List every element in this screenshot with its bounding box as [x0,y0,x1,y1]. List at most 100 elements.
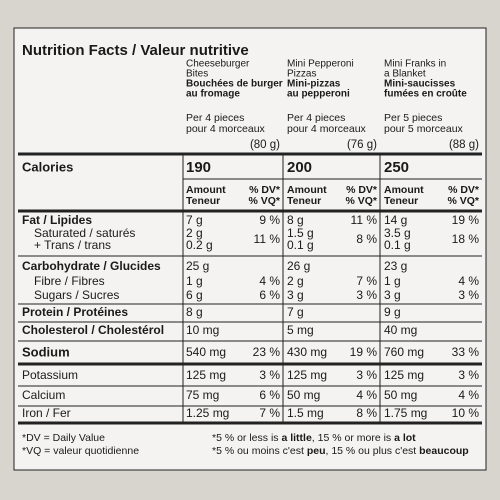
product-name-fr: fumées en croûte [384,89,467,100]
amount: 8 g [186,305,203,319]
daily-value: 4 % [356,388,377,402]
product-name: Pizzas [287,69,316,80]
daily-value: 8 % [356,406,377,420]
nutrient-label: Protein / Protéines [22,305,128,319]
nutrient-label: Potassium [22,368,78,382]
daily-value: 6 % [259,288,280,302]
amount: 3 g [384,288,401,302]
amount: 1.25 mg [186,406,229,420]
serving-size: (76 g) [347,139,377,151]
daily-value: 3 % [458,368,479,382]
daily-value: 4 % [259,274,280,288]
amount: 1.75 mg [384,406,427,420]
product-name: Cheeseburger [186,59,250,70]
amount: 75 mg [186,388,219,402]
nutrient-label: Sugars / Sucres [34,288,119,302]
nutrient-label: + Trans / trans [34,238,111,252]
amount-header: Teneur [384,195,418,207]
nutrient-label: Calcium [22,388,65,402]
daily-value: 33 % [452,345,480,359]
product-name: Bites [186,69,208,80]
footnote: *5 % or less is a little, 15 % or more i… [212,432,416,444]
amount: 430 mg [287,345,327,359]
footnote: *DV = Daily Value [22,432,105,444]
footnote-part: *5 % ou moins c'est [212,445,307,457]
footnote-part: , 15 % ou plus c'est [325,445,419,457]
product-name: Mini Franks in [384,59,446,70]
daily-value: 7 % [259,406,280,420]
label-panel [13,27,487,471]
title: Nutrition Facts / Valeur nutritive [22,42,249,59]
amount: 2 g [186,226,203,240]
serving: Per 4 pieces [287,112,345,124]
daily-value: 3 % [259,368,280,382]
dv-header: % DV* [249,184,281,196]
product-name-fr: Mini-saucisses [384,79,456,90]
nutrient-label: Iron / Fer [22,406,71,420]
footnote-part: peu [307,445,326,457]
product-name-fr: Bouchées de burger [186,79,283,90]
amount: 0.2 g [186,238,213,252]
amount-header: Amount [186,184,226,196]
amount: 125 mg [287,368,327,382]
daily-value: 4 % [458,388,479,402]
amount-header: Amount [287,184,327,196]
amount: 1 g [384,274,401,288]
amount: 14 g [384,213,407,227]
daily-value: 18 % [452,232,480,246]
daily-value: 11 % [351,213,378,227]
nutrient-label: Sodium [22,344,70,359]
calories-value: 190 [186,159,211,176]
serving-size: (88 g) [449,139,479,151]
dv-header: % VQ* [447,195,479,207]
daily-value: 4 % [458,274,479,288]
product-name-fr: Mini-pizzas [287,79,341,90]
amount: 125 mg [186,368,226,382]
amount: 26 g [287,259,310,273]
calories-value: 200 [287,159,312,176]
footnote-part: , 15 % or more is [312,432,394,444]
serving: Per 5 pieces [384,112,442,124]
serving: pour 5 morceaux [384,123,464,135]
amount: 7 g [287,305,304,319]
amount-header: Amount [384,184,424,196]
amount: 10 mg [186,323,219,337]
amount-header: Teneur [186,195,220,207]
amount: 7 g [186,213,203,227]
serving: pour 4 morceaux [287,123,367,135]
amount: 8 g [287,213,304,227]
daily-value: 10 % [452,406,480,420]
amount: 1.5 g [287,226,314,240]
product-name-fr: au fromage [186,89,240,100]
daily-value: 6 % [259,388,280,402]
nutrient-label: Cholesterol / Cholestérol [22,323,164,337]
amount: 25 g [186,259,209,273]
footnote: *5 % ou moins c'est peu, 15 % ou plus c'… [212,445,469,457]
nutrient-label: Fibre / Fibres [34,274,105,288]
footnote-part: *5 % or less is [212,432,281,444]
amount: 3.5 g [384,226,411,240]
daily-value: 19 % [350,345,378,359]
daily-value: 23 % [253,345,281,359]
amount: 1 g [186,274,203,288]
dv-header: % DV* [346,184,378,196]
nutrient-label: Saturated / saturés [34,226,135,240]
amount: 760 mg [384,345,424,359]
amount: 2 g [287,274,304,288]
dv-header: % DV* [448,184,480,196]
amount: 50 mg [384,388,417,402]
calories-value: 250 [384,159,409,176]
amount: 5 mg [287,323,314,337]
amount-header: Teneur [287,195,321,207]
daily-value: 7 % [356,274,377,288]
daily-value: 19 % [452,213,480,227]
nutrient-label: Fat / Lipides [22,213,92,227]
calories-label: Calories [22,159,73,174]
daily-value: 3 % [356,288,377,302]
daily-value: 8 % [356,232,377,246]
amount: 1.5 mg [287,406,324,420]
amount: 0.1 g [287,238,314,252]
amount: 6 g [186,288,203,302]
amount: 540 mg [186,345,226,359]
